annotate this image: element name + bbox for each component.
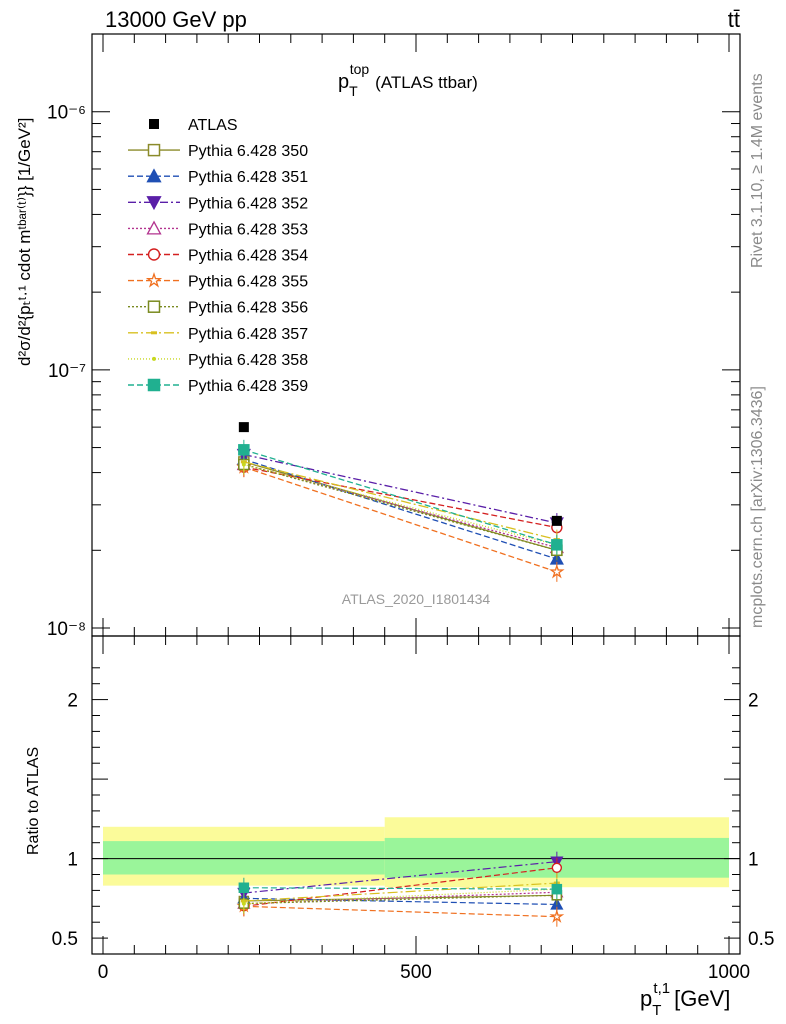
legend-marker-3 xyxy=(146,220,162,235)
legend-marker-9 xyxy=(147,378,161,392)
ratio-y-tick-label-right-0: 0.5 xyxy=(748,929,774,950)
ratio-point-5-1 xyxy=(549,908,565,923)
legend-label-data: ATLAS xyxy=(188,117,238,134)
ratio-point-9-0 xyxy=(238,882,250,893)
x-axis-label-text: [GeV] xyxy=(674,986,730,1011)
ratio-ticks: 0 500 1000 0.5 0.5 1 1 2 2 xyxy=(52,636,774,983)
ratio-line-7 xyxy=(243,882,557,902)
legend-marker-1 xyxy=(146,168,162,183)
rivet-version-label: Rivet 3.1.10, ≥ 1.4M events xyxy=(749,73,766,268)
legend-label-4: Pythia 6.428 354 xyxy=(188,248,308,265)
legend-marker-0 xyxy=(147,143,161,157)
legend-label-3: Pythia 6.428 353 xyxy=(188,221,308,238)
ratio-y-tick-label-left-2: 2 xyxy=(67,691,78,712)
ratio-line-5 xyxy=(243,905,557,918)
header-right-label: tt̄ xyxy=(728,7,740,32)
legend-label-8: Pythia 6.428 358 xyxy=(188,352,308,369)
legend-label-7: Pythia 6.428 357 xyxy=(188,326,308,343)
legend-marker-2 xyxy=(146,196,162,211)
legend-marker-4 xyxy=(147,248,161,261)
ratio-line-8 xyxy=(243,888,557,905)
ratio-line-4 xyxy=(243,867,557,907)
watermark-label: ATLAS_2020_I1801434 xyxy=(342,591,491,607)
ratio-y-axis-label: Ratio to ATLAS xyxy=(25,747,42,855)
series-line-1 xyxy=(243,458,558,560)
x-axis-label-sub: T xyxy=(652,1002,661,1019)
x-axis-label: pTt,1 [GeV] xyxy=(640,980,730,1019)
chart-title: pTtop (ATLAS ttbar) xyxy=(338,61,478,99)
x-axis-label-sup: t,1 xyxy=(653,980,670,997)
ratio-panel xyxy=(91,635,741,955)
series-line-2 xyxy=(243,453,557,524)
x-tick-label-1: 500 xyxy=(400,962,432,983)
series-line-5 xyxy=(243,466,558,573)
ratio-y-tick-label-right-1: 1 xyxy=(748,850,759,871)
series-point-9-1 xyxy=(551,539,563,551)
chart-title-symbol: p xyxy=(338,71,349,93)
x-tick-label-0: 0 xyxy=(98,962,109,983)
legend-marker-6 xyxy=(147,300,161,313)
mcplots-label: mcplots.cern.ch [arXiv:1306.3436] xyxy=(749,386,766,628)
legend-label-6: Pythia 6.428 356 xyxy=(188,300,308,317)
ratio-panel-frame xyxy=(91,635,741,955)
ratio-point-9-1 xyxy=(551,883,563,895)
ratio-line-6 xyxy=(243,894,557,905)
legend-label-2: Pythia 6.428 352 xyxy=(188,195,308,212)
series-line-4 xyxy=(243,466,557,529)
legend: ATLAS Pythia 6.428 350 Pythia 6.428 351 Pyt… xyxy=(128,117,308,395)
legend-label-9: Pythia 6.428 359 xyxy=(188,378,308,395)
ratio-line-2 xyxy=(243,861,557,894)
legend-marker-data xyxy=(149,119,159,129)
header-left-label: 13000 GeV pp xyxy=(105,7,247,32)
main-y-tick-label-0: 10⁻⁸ xyxy=(47,619,86,640)
series-line-8 xyxy=(243,463,558,546)
main-y-tick-label-1: 10⁻⁷ xyxy=(48,361,86,382)
series-line-9 xyxy=(243,449,558,546)
main-y-axis-label: d²σ/d²{pₜᵗ·¹ cdot mᵗᵇᵃʳ⁽ᵗ⁾}} [1/GeV²] xyxy=(15,118,34,366)
ratio-point-4-1 xyxy=(551,862,563,873)
ratio-y-tick-label-left-0: 0.5 xyxy=(52,929,78,950)
ratio-y-tick-label-right-2: 2 xyxy=(748,691,759,712)
data-point-1 xyxy=(551,515,562,526)
legend-marker-8 xyxy=(152,356,156,361)
legend-marker-7 xyxy=(151,331,157,335)
uncertainty-band-inner-0 xyxy=(103,841,385,875)
x-tick-label-2: 1000 xyxy=(708,962,750,983)
ratio-line-1 xyxy=(243,897,557,906)
data-point-0 xyxy=(238,422,249,433)
ratio-point-8-0 xyxy=(241,901,246,906)
main-ticks: 10⁻⁸ 10⁻⁷ 10⁻⁶ xyxy=(47,33,740,640)
x-axis-label-symbol: p xyxy=(640,986,652,1011)
legend-label-0: Pythia 6.428 350 xyxy=(188,143,308,160)
series-point-5-1 xyxy=(549,563,565,579)
ratio-y-tick-label-left-1: 1 xyxy=(67,850,78,871)
chart-title-sub: T xyxy=(349,83,358,99)
chart-title-text: (ATLAS ttbar) xyxy=(375,73,478,92)
series-point-8-0 xyxy=(241,462,246,467)
series-point-9-0 xyxy=(238,444,250,456)
chart-title-sup: top xyxy=(350,61,370,77)
series-line-7 xyxy=(243,461,558,541)
legend-marker-5 xyxy=(145,272,163,288)
legend-label-5: Pythia 6.428 355 xyxy=(188,274,308,291)
ratio-line-9 xyxy=(243,887,557,890)
main-y-tick-label-2: 10⁻⁶ xyxy=(47,103,86,124)
legend-label-1: Pythia 6.428 351 xyxy=(188,169,308,186)
